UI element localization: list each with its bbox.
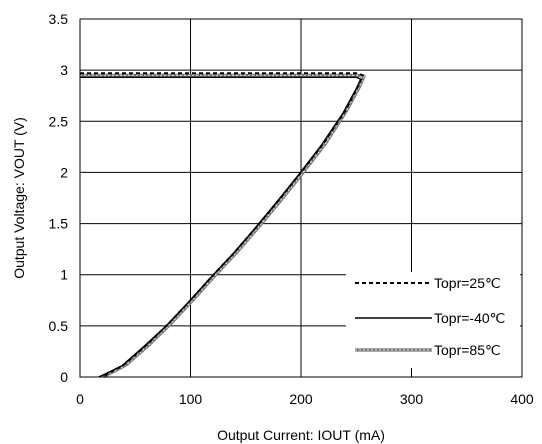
y-tick-label: 0.5: [49, 318, 69, 334]
x-axis-title: Output Current: IOUT (mA): [217, 427, 385, 443]
y-tick-label: 2: [60, 164, 68, 180]
x-tick-label: 400: [510, 391, 534, 407]
y-axis-tick-labels: 0 0.5 1 1.5 2 2.5 3 3.5: [49, 11, 69, 385]
series-layer: [80, 72, 366, 379]
legend-label-2: Topr=85℃: [434, 342, 501, 358]
y-tick-label: 2.5: [49, 113, 69, 129]
y-axis-title: Output Voltage: VOUT (V): [11, 117, 27, 279]
y-tick-label: 1.5: [49, 216, 69, 232]
y-tick-label: 3.5: [49, 11, 69, 27]
legend-background: [346, 272, 520, 368]
legend-label-0: Topr=25℃: [434, 275, 501, 291]
series-line-0: [80, 72, 364, 378]
x-axis-tick-labels: 0 100 200 300 400: [76, 391, 534, 407]
series-line-2-texture: [80, 74, 365, 378]
y-tick-label: 1: [60, 267, 68, 283]
plot-area-frame: [79, 18, 523, 378]
x-tick-label: 200: [289, 391, 313, 407]
series-line-1: [80, 76, 362, 378]
x-tick-label: 300: [400, 391, 424, 407]
legend: Topr=25℃ Topr=-40℃ Topr=85℃: [346, 272, 520, 368]
x-tick-label: 0: [76, 391, 84, 407]
x-tick-label: 100: [179, 391, 203, 407]
y-tick-label: 3: [60, 62, 68, 78]
y-tick-label: 0: [60, 369, 68, 385]
legend-label-1: Topr=-40℃: [434, 310, 505, 326]
